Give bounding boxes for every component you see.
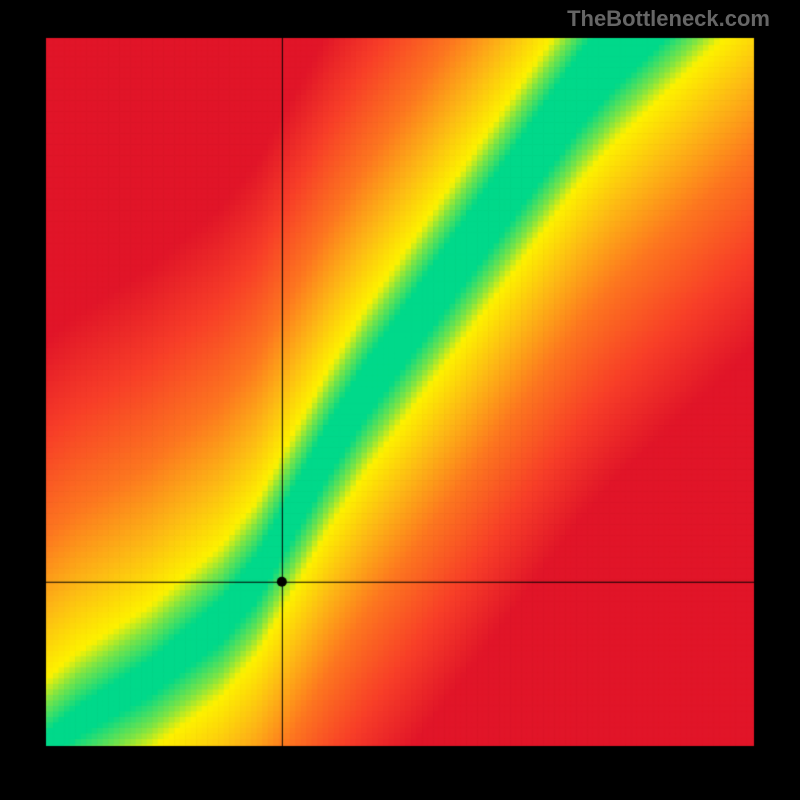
chart-container: TheBottleneck.com xyxy=(0,0,800,800)
bottleneck-heatmap xyxy=(0,0,800,800)
watermark-text: TheBottleneck.com xyxy=(567,6,770,32)
